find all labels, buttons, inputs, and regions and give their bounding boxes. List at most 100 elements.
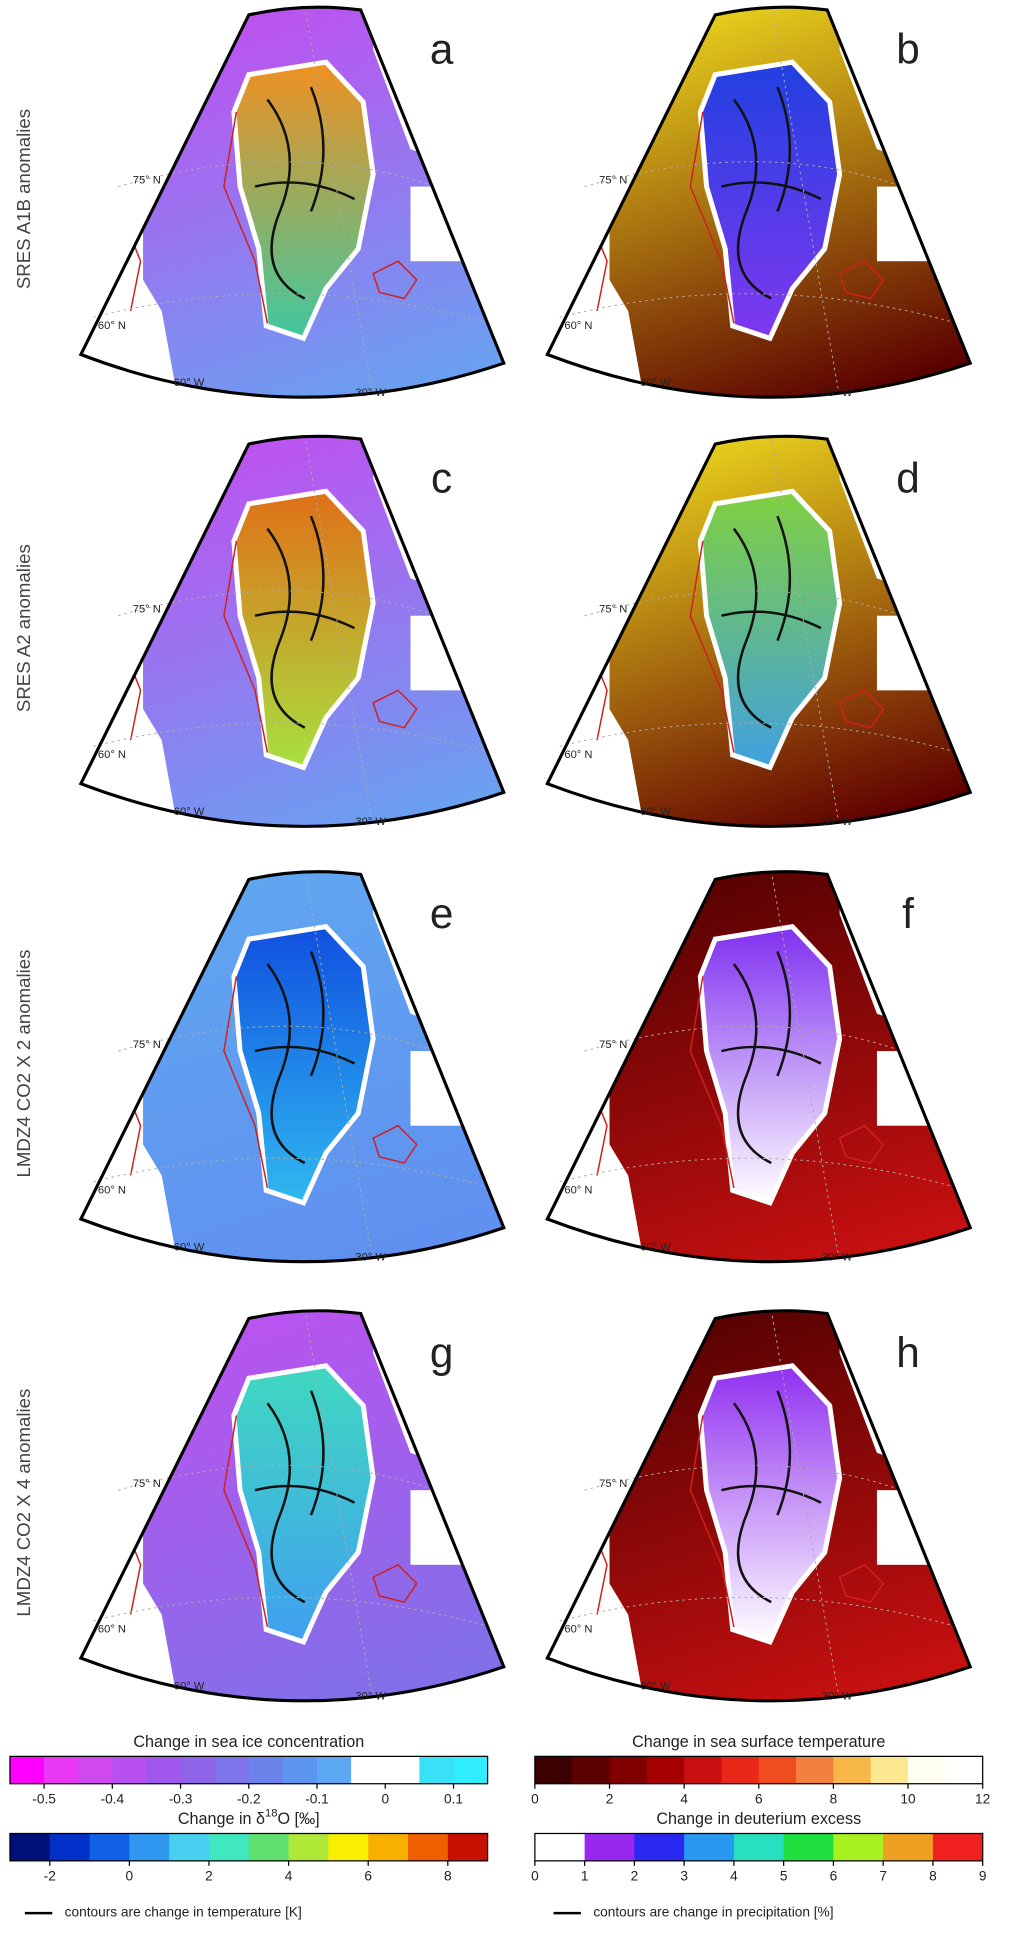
ocean-gap	[410, 615, 473, 691]
tick-label: -2	[44, 1869, 56, 1884]
colorbar-title: Change in δ18O [‰]	[178, 1808, 320, 1829]
title-superscript: 18	[265, 1808, 277, 1820]
color-swatch	[89, 1833, 130, 1861]
map-field	[80, 436, 504, 827]
graticule	[93, 870, 492, 1263]
graticule	[93, 435, 492, 828]
ocean-gap	[876, 186, 940, 262]
color-swatch	[78, 1756, 113, 1784]
tick-label: 9	[979, 1869, 987, 1884]
tick-label: 8	[830, 1792, 838, 1807]
row-label: SRES A1B anomalies	[13, 109, 34, 289]
lat-label: 60° N	[564, 1184, 592, 1196]
tick-label: 7	[879, 1869, 887, 1884]
color-swatch	[945, 1756, 984, 1784]
color-swatch	[385, 1756, 420, 1784]
color-swatch	[796, 1756, 834, 1784]
ocean-gap	[80, 503, 144, 753]
panel-letter: h	[896, 1329, 920, 1376]
tick-label: 4	[680, 1792, 688, 1807]
map-panel: d 75° N 60° N 60° W 30° W	[545, 434, 973, 828]
map-field	[80, 7, 504, 398]
color-swatch	[169, 1833, 210, 1861]
color-swatch	[368, 1833, 409, 1861]
lon-label: 30° W	[355, 1691, 386, 1703]
ocean-gap	[547, 503, 610, 753]
lat-label: 75° N	[599, 1039, 627, 1051]
tick-label: 0	[126, 1869, 134, 1884]
lat-label: 60° N	[564, 1623, 592, 1635]
ocean-gap	[876, 1051, 940, 1126]
panel-letter: c	[431, 455, 452, 502]
lon-label: 30° W	[355, 387, 386, 399]
color-swatch	[9, 1833, 51, 1861]
colorbar-frame	[9, 1832, 489, 1862]
greenland-field	[231, 924, 376, 1206]
map-panel: g 75° N 60° N 60° W 30° W	[78, 1309, 506, 1703]
map-panel: c 75° N 60° N 60° W 30° W	[78, 434, 506, 828]
ocean-gap	[547, 939, 610, 1188]
tick-label: 6	[364, 1869, 372, 1884]
lat-label: 75° N	[133, 174, 161, 186]
tick-label: -0.2	[237, 1792, 261, 1807]
color-swatch	[328, 1833, 369, 1861]
lat-label: 75° N	[133, 1478, 161, 1490]
color-swatch	[634, 1833, 685, 1861]
greenland-field	[697, 1363, 843, 1646]
panel-letter: e	[430, 890, 454, 937]
lon-label: 60° W	[640, 806, 671, 818]
map-panel: a 75° N 60° N 60° W 30° W	[78, 5, 506, 399]
map-field	[80, 1310, 504, 1701]
map-panel: e 75° N 60° N 60° W 30° W	[78, 870, 506, 1264]
tick-label: 8	[444, 1869, 452, 1884]
map-frame	[545, 5, 973, 399]
greenland-field	[697, 59, 843, 342]
color-swatch	[447, 1833, 488, 1861]
color-swatch	[288, 1833, 329, 1861]
color-swatch	[908, 1756, 946, 1784]
tick-label: 2	[205, 1869, 213, 1884]
color-swatch	[129, 1833, 170, 1861]
ocean-gap	[410, 186, 473, 262]
lat-label: 75° N	[599, 603, 627, 615]
tick-label: -0.5	[32, 1792, 56, 1807]
graticule	[93, 1309, 492, 1702]
greenland-field	[697, 924, 843, 1206]
title-part: Change in δ	[178, 1810, 265, 1828]
color-swatch	[572, 1756, 610, 1784]
tick-label: 8	[929, 1869, 937, 1884]
color-swatch	[419, 1756, 454, 1784]
map-panel: f 75° N 60° N 60° W 30° W	[545, 870, 973, 1264]
color-swatch	[870, 1756, 909, 1784]
color-swatch	[721, 1756, 760, 1784]
tick-label: 0.1	[444, 1792, 463, 1807]
map-field	[547, 1310, 971, 1701]
color-swatch	[833, 1756, 872, 1784]
title-part: O [‰]	[277, 1810, 319, 1828]
tick-label: 4	[730, 1869, 738, 1884]
contour	[254, 951, 356, 1165]
tick-label: 0	[531, 1792, 539, 1807]
greenland-field	[231, 488, 376, 771]
legend-text: contours are change in precipitation [%]	[593, 1905, 833, 1920]
color-swatch	[684, 1756, 722, 1784]
colorbar-title: Change in sea ice concentration	[133, 1733, 364, 1751]
map-panel: h 75° N 60° N 60° W 30° W	[545, 1309, 973, 1703]
tick-label: 1	[581, 1869, 589, 1884]
lon-label: 60° W	[174, 1242, 205, 1254]
contour	[721, 515, 822, 729]
lon-label: 30° W	[355, 816, 386, 828]
map-frame	[545, 1309, 973, 1703]
colorbar-title: Change in deuterium excess	[656, 1810, 861, 1828]
tick-label: 5	[780, 1869, 788, 1884]
greenland-field	[231, 59, 376, 342]
ocean-gap	[876, 615, 940, 691]
map-frame	[545, 434, 973, 828]
tick-label: -0.1	[305, 1792, 329, 1807]
tick-label: 3	[680, 1869, 688, 1884]
contour	[721, 1390, 822, 1604]
color-swatch	[758, 1756, 797, 1784]
color-swatch	[248, 1756, 284, 1784]
lon-label: 30° W	[355, 1252, 386, 1264]
